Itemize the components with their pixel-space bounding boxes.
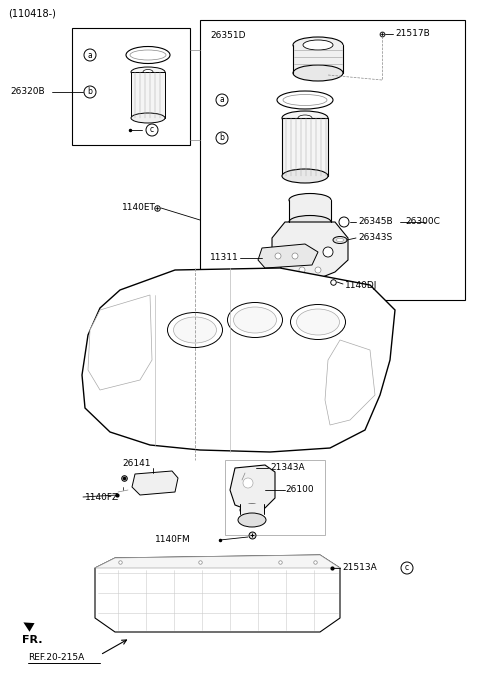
Ellipse shape: [131, 113, 165, 123]
Ellipse shape: [168, 313, 223, 347]
Bar: [200, 20, 465, 300]
Ellipse shape: [282, 169, 328, 183]
Ellipse shape: [283, 95, 327, 105]
Text: 21343A: 21343A: [270, 464, 305, 473]
Circle shape: [339, 217, 349, 227]
Ellipse shape: [233, 307, 276, 333]
Text: c: c: [405, 564, 409, 573]
Text: a: a: [220, 95, 224, 105]
Text: 1140ET: 1140ET: [122, 203, 156, 212]
Text: 26320B: 26320B: [10, 88, 45, 97]
Ellipse shape: [289, 216, 331, 228]
Text: 21517B: 21517B: [395, 29, 430, 39]
Polygon shape: [258, 244, 318, 268]
Text: c: c: [150, 126, 154, 135]
Polygon shape: [230, 465, 275, 510]
Ellipse shape: [303, 40, 333, 50]
Ellipse shape: [234, 464, 256, 473]
Ellipse shape: [238, 466, 252, 471]
Ellipse shape: [130, 50, 166, 60]
Ellipse shape: [143, 69, 153, 75]
Bar: [72, 28, 190, 145]
Circle shape: [275, 253, 281, 259]
Ellipse shape: [336, 238, 344, 242]
Ellipse shape: [333, 237, 347, 243]
Circle shape: [299, 267, 305, 273]
Text: 26351D: 26351D: [210, 31, 245, 41]
Ellipse shape: [238, 513, 266, 527]
Polygon shape: [272, 222, 348, 278]
Circle shape: [243, 478, 253, 488]
Text: 26345B: 26345B: [358, 218, 393, 226]
Text: 26343S: 26343S: [358, 233, 392, 243]
Polygon shape: [325, 340, 375, 425]
Text: 1140FM: 1140FM: [155, 536, 191, 545]
Ellipse shape: [228, 303, 283, 337]
Circle shape: [84, 49, 96, 61]
Ellipse shape: [282, 111, 328, 125]
Bar: [225, 460, 325, 535]
Bar: [289, 200, 331, 222]
Text: 21513A: 21513A: [342, 564, 377, 573]
Text: (110418-): (110418-): [8, 9, 56, 19]
Bar: [240, 504, 264, 514]
Text: 1140FZ: 1140FZ: [85, 492, 119, 502]
Bar: [293, 45, 343, 73]
Polygon shape: [95, 555, 340, 632]
Ellipse shape: [173, 317, 216, 343]
Ellipse shape: [297, 309, 339, 335]
Ellipse shape: [289, 194, 331, 207]
Text: REF.20-215A: REF.20-215A: [28, 653, 84, 662]
Ellipse shape: [293, 37, 343, 53]
Ellipse shape: [298, 115, 312, 121]
Bar: [282, 118, 328, 176]
Circle shape: [216, 94, 228, 106]
Polygon shape: [88, 295, 152, 390]
Polygon shape: [82, 268, 395, 452]
Circle shape: [292, 253, 298, 259]
Ellipse shape: [290, 305, 346, 339]
Text: a: a: [88, 50, 92, 60]
Text: b: b: [219, 133, 225, 143]
Text: 26300C: 26300C: [405, 218, 440, 226]
Text: 1140DJ: 1140DJ: [345, 280, 377, 290]
Ellipse shape: [277, 91, 333, 109]
Circle shape: [323, 247, 333, 257]
Ellipse shape: [293, 65, 343, 81]
Ellipse shape: [240, 504, 264, 516]
Ellipse shape: [126, 46, 170, 63]
Ellipse shape: [131, 67, 165, 77]
Polygon shape: [132, 471, 178, 495]
Text: FR.: FR.: [22, 635, 43, 645]
Circle shape: [84, 86, 96, 98]
Circle shape: [287, 247, 297, 257]
Circle shape: [216, 132, 228, 144]
Text: 11311: 11311: [210, 254, 239, 262]
Polygon shape: [95, 555, 340, 568]
Circle shape: [315, 267, 321, 273]
Text: b: b: [87, 88, 93, 97]
Text: 26100: 26100: [285, 486, 313, 494]
Text: 26141: 26141: [122, 460, 151, 469]
Circle shape: [146, 124, 158, 136]
Bar: [131, 72, 165, 118]
Circle shape: [401, 562, 413, 574]
